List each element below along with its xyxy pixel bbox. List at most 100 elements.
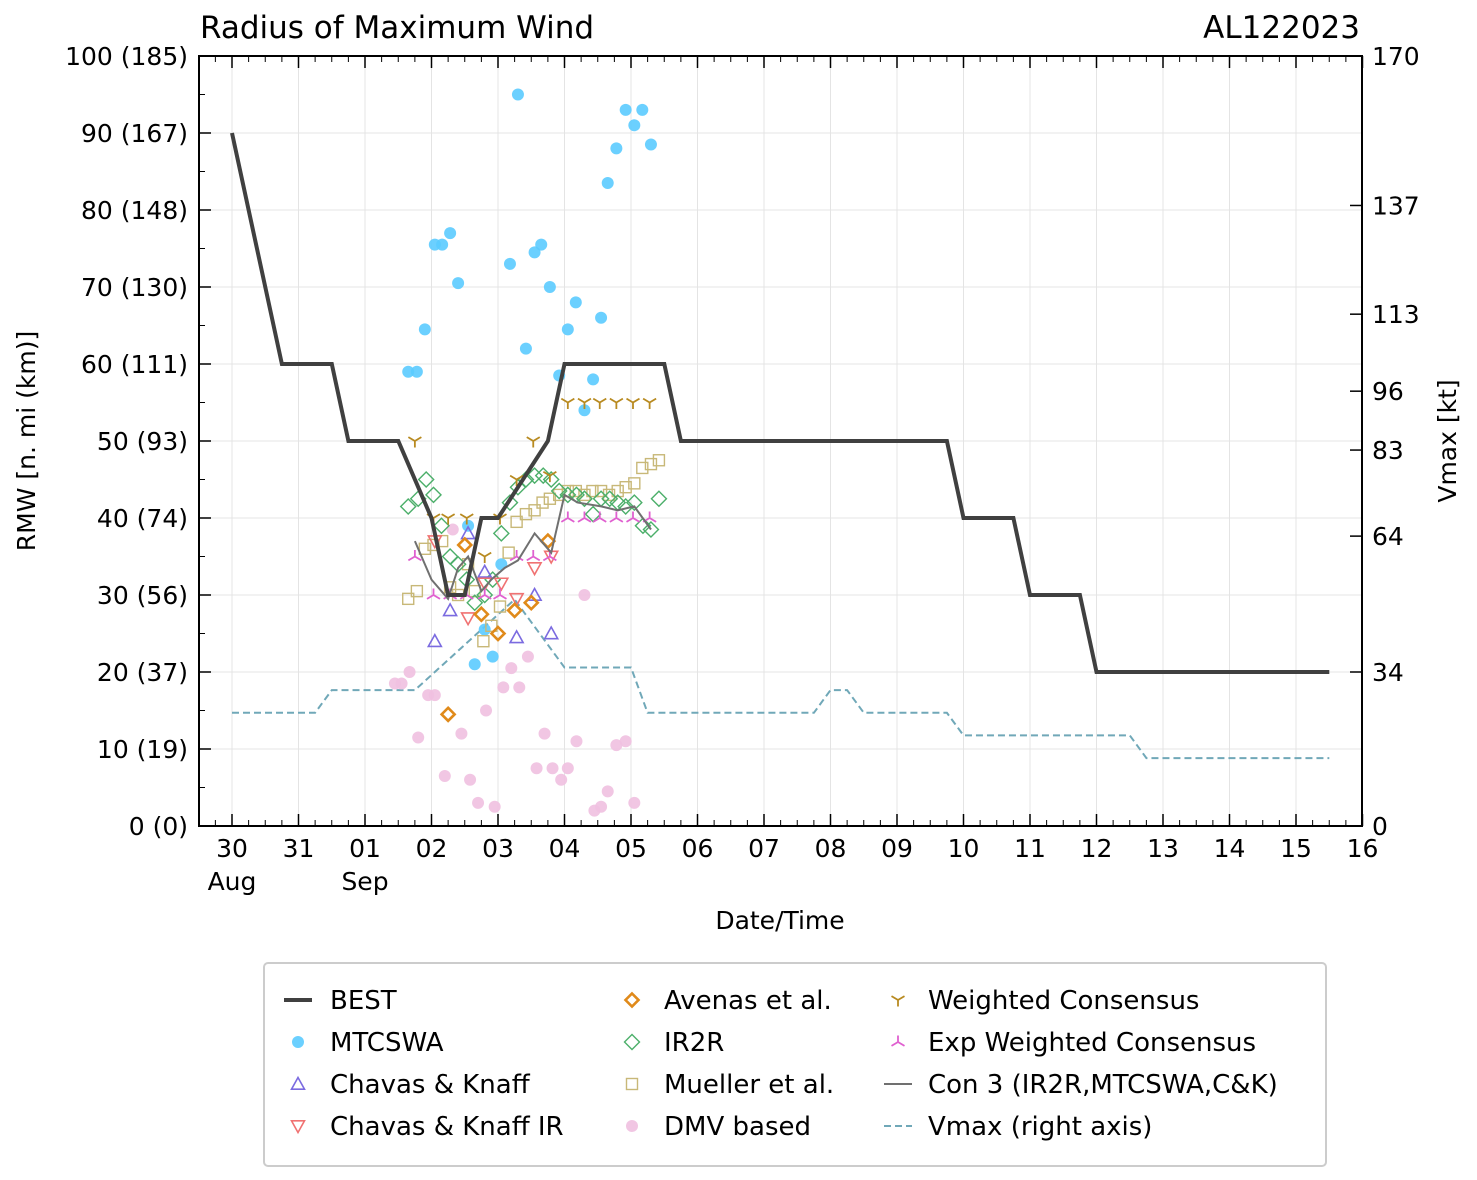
series-ckir [426,535,560,627]
wc-point [609,397,624,409]
mtcswa-point [636,103,649,116]
ir2r-point [650,490,668,508]
ir2r-point [559,486,577,504]
ewc-point [426,588,441,600]
ewc-point [526,550,541,562]
mueller-point [569,484,583,498]
ckir-point [460,612,476,627]
mueller-point [543,492,557,505]
ir2r-point [501,494,519,512]
avenas-point [473,605,490,623]
mueller-point [602,488,616,502]
mueller-point [485,619,498,632]
wc-point [407,436,422,448]
y2-tick-label: 0 [1372,812,1388,841]
series-vmax [232,598,1330,760]
dmv-point [601,785,614,798]
x-tick-label: 01 [349,834,381,863]
legend-item-ir2r: IR2R [623,1028,724,1058]
ewc-point [477,588,492,600]
y2-tick-label: 170 [1372,42,1420,71]
con3-line [413,493,652,601]
legend-swatch [292,1036,304,1048]
series-ck [426,525,560,648]
dmv-point [403,666,416,678]
wc-point [642,397,657,409]
mtcswa-point [535,238,548,251]
dmv-point [488,800,501,813]
mtcswa-point [628,119,641,132]
ir2r-point [441,548,459,565]
dmv-point [530,762,543,775]
x-tick-sublabel: Aug [208,867,257,896]
mueller-point [510,515,523,529]
ir2r-point [492,524,510,542]
legend-label: Vmax (right axis) [928,1112,1152,1142]
ckir-point [508,592,525,607]
y2-tick-label: 96 [1372,377,1404,406]
ewc-point [626,511,640,523]
x-axis-label: Date/Time [715,906,844,935]
y-tick-label: 30 (56) [97,581,188,610]
dmv-point [438,769,451,782]
legend-item-ewc: Exp Weighted Consensus [891,1028,1256,1058]
ewc-point [609,511,624,523]
mtcswa-point [402,365,415,378]
mueller-point [628,477,641,490]
mtcswa-point [410,365,423,378]
legend-item-con3: Con 3 (IR2R,MTCSWA,C&K) [884,1070,1278,1100]
legend-item-best: BEST [284,986,397,1016]
avenas-point [506,602,523,619]
mueller-point [477,635,490,648]
y-tick-label: 90 (167) [81,119,188,148]
legend-item-dmv: DMV based [626,1112,811,1142]
mtcswa-point [478,623,491,636]
series-mtcswa [402,88,657,671]
mueller-point [611,484,624,498]
dmv-point [570,735,583,748]
ck-point [543,625,560,640]
mtcswa-point [601,177,614,190]
legend-label: Avenas et al. [664,986,832,1016]
mtcswa-point [610,142,623,155]
y-tick-label: 70 (130) [81,273,188,302]
dmv-point [505,662,518,675]
ck-point [460,525,476,540]
y-tick-label: 50 (93) [97,427,188,456]
mtcswa-point [468,658,481,671]
mtcswa-point [452,277,465,290]
ir2r-point [399,497,417,515]
dmv-point [538,727,551,740]
storm-id: AL122023 [1203,10,1360,46]
wc-point [459,513,474,525]
x-tick-label: 30 [216,834,248,863]
y2-tick-label: 64 [1372,522,1404,551]
legend-item-mueller: Mueller et al. [625,1070,834,1100]
dmv-point [497,681,510,694]
mtcswa-point [511,88,524,101]
series-con3 [413,493,652,601]
wc-point [560,397,575,409]
ir2r-point [617,497,635,515]
avenas-point [456,536,474,554]
y2-axis-label: Vmax [kt] [1433,379,1462,502]
mtcswa-point [644,138,657,151]
x-tick-label: 04 [549,834,581,863]
x-tick-sublabel: Sep [341,867,388,896]
wc-point [577,397,592,409]
mueller-point [528,504,541,517]
mueller-point [586,484,599,498]
y-tick-label: 80 (148) [81,196,188,225]
series-avenas [439,532,557,723]
y2-tick-label: 137 [1372,191,1420,220]
legend-label: Exp Weighted Consensus [928,1028,1256,1058]
dmv-point [464,773,477,786]
mtcswa-point [578,404,591,417]
mtcswa-point [543,281,556,293]
mtcswa-point [587,373,600,386]
mtcswa-point [595,311,608,324]
x-tick-label: 03 [482,834,514,863]
wc-point [441,513,456,525]
series-layer [230,88,1330,817]
